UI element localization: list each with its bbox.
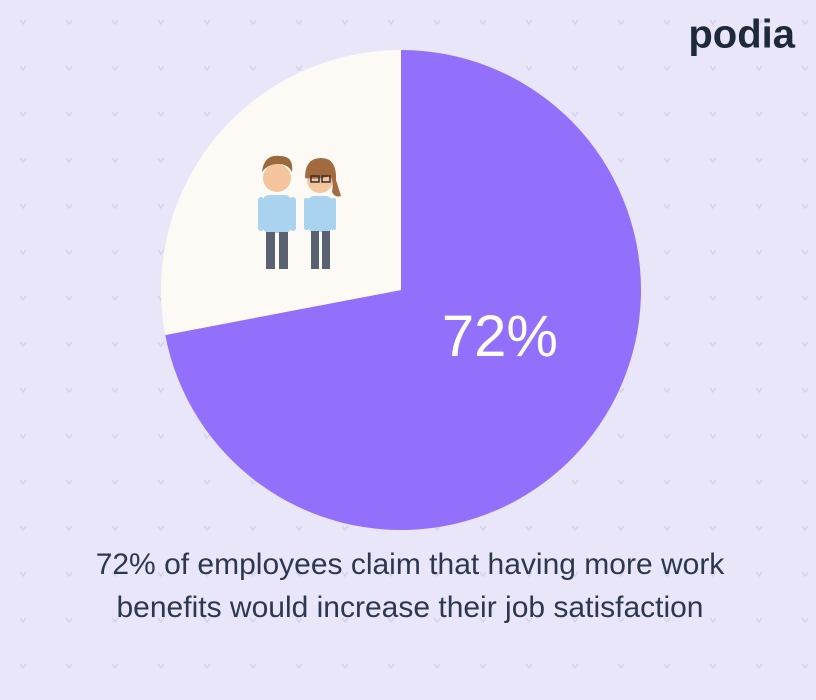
pie-slice (160, 50, 401, 335)
pie-slice (165, 50, 641, 530)
brand-logo: podia (688, 13, 795, 57)
people-illustration (258, 155, 341, 269)
caption-line: benefits would increase their job satisf… (117, 591, 704, 624)
pie: 72% (160, 50, 641, 530)
caption-line: 72% of employees claim that having more … (96, 548, 726, 581)
slice-label: 72% (442, 304, 558, 369)
